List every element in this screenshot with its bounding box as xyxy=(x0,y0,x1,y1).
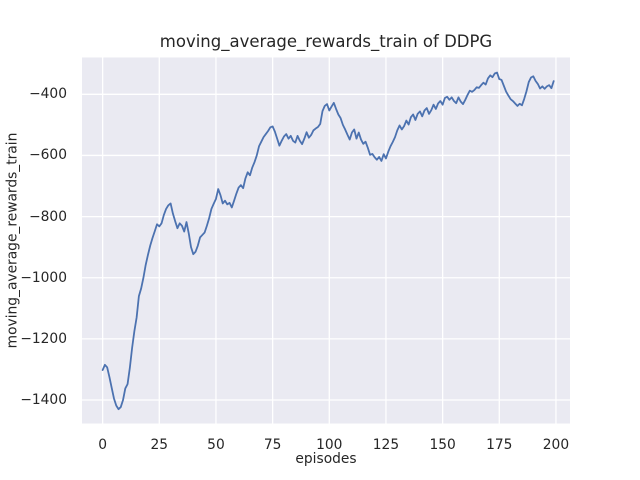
x-tick-label: 75 xyxy=(263,437,282,453)
x-tick-label: 100 xyxy=(316,437,343,453)
y-tick-label: −1200 xyxy=(20,330,67,347)
x-tick-label: 200 xyxy=(542,437,570,453)
x-tick-label: 150 xyxy=(429,437,456,453)
x-tick-label: 25 xyxy=(150,437,169,453)
y-tick-label: −800 xyxy=(29,208,67,225)
x-tick-label: 0 xyxy=(98,437,108,453)
x-tick-label: 125 xyxy=(372,437,400,453)
y-tick-label: −1400 xyxy=(20,392,67,409)
y-tick-label: −1000 xyxy=(20,269,67,286)
y-tick-label: −400 xyxy=(29,86,67,103)
y-tick-label: −600 xyxy=(29,147,67,164)
x-tick-label: 175 xyxy=(486,437,513,453)
x-axis-label: episodes xyxy=(295,451,357,467)
chart-title: moving_average_rewards_train of DDPG xyxy=(159,32,493,51)
x-tick-label: 50 xyxy=(207,437,225,453)
reward-line-series xyxy=(101,71,555,411)
axes-background xyxy=(82,57,570,424)
